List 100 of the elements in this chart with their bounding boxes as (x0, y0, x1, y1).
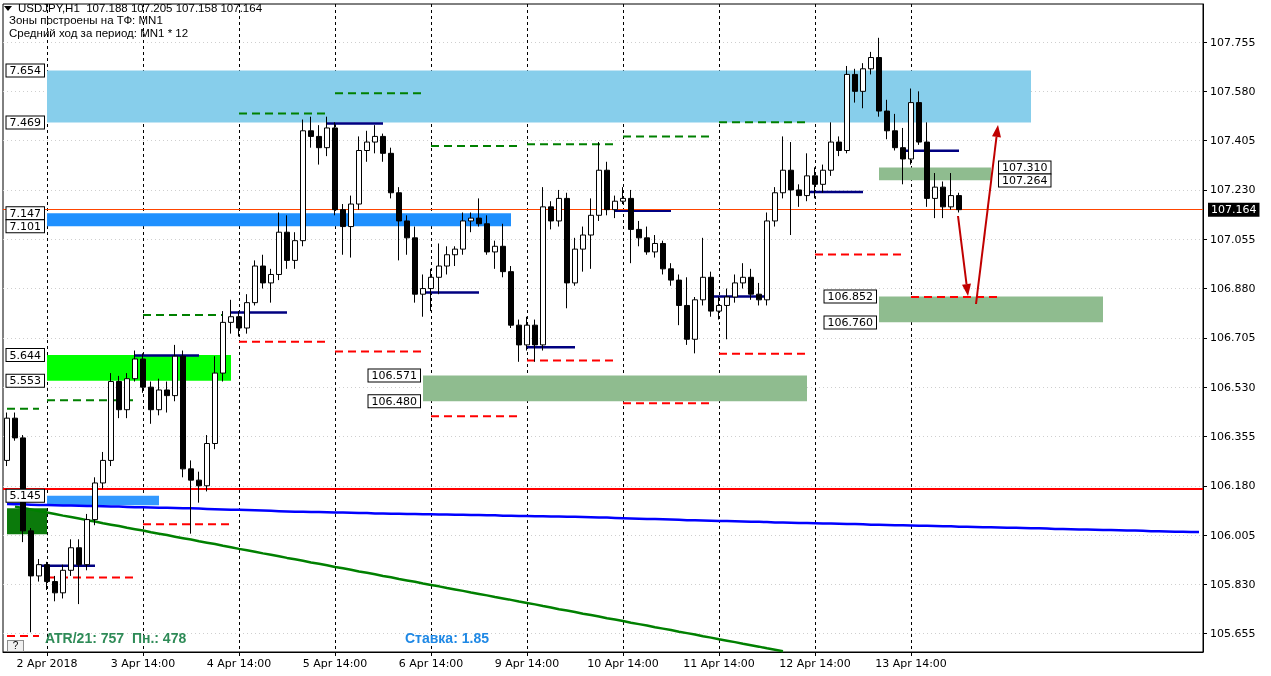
help-button: ? (7, 640, 24, 652)
annotation: 107.264 (1002, 174, 1048, 188)
candlestick (252, 259, 258, 306)
candlestick (156, 378, 162, 416)
y-tick-label: 106.180 (1210, 479, 1256, 493)
annotation: Ставка: 1.85 (405, 630, 490, 646)
text: Зоны построены на ТФ: MN1 (9, 14, 163, 26)
candlestick (636, 220, 642, 247)
annotation: Средний ход за период: MN1 * 12 (9, 27, 189, 39)
candlestick (532, 319, 538, 363)
candlestick (212, 355, 218, 450)
x-tick-label: 10 Apr 14:00 (587, 657, 659, 670)
candlestick (572, 237, 578, 287)
candlestick (940, 181, 946, 219)
annotation: 5.145 (9, 489, 41, 503)
candlestick (276, 211, 282, 281)
candlestick (660, 240, 666, 275)
candlestick (172, 344, 178, 402)
annotation: 7.101 (9, 219, 41, 233)
candlestick (468, 211, 474, 233)
candlestick (484, 214, 490, 256)
candlestick (604, 161, 610, 216)
candlestick (404, 214, 410, 256)
candlestick (284, 214, 290, 270)
candlestick (92, 476, 98, 526)
y-tick-label: 106.880 (1210, 282, 1256, 296)
candlestick (460, 211, 466, 256)
candlestick (436, 242, 442, 295)
candlestick (948, 172, 954, 211)
annotation: 7.469 (9, 116, 41, 130)
candlestick (764, 211, 770, 306)
x-tick-label: 12 Apr 14:00 (779, 657, 851, 670)
candlestick (204, 434, 210, 492)
candlestick (612, 195, 618, 219)
candlestick (268, 268, 274, 304)
x-tick-label: 5 Apr 14:00 (302, 657, 368, 670)
candlestick (836, 135, 842, 157)
candlestick (380, 133, 386, 163)
candlestick (124, 372, 130, 419)
candlestick (684, 276, 690, 346)
candlestick (724, 288, 730, 340)
candlestick (476, 197, 482, 228)
candlestick (956, 192, 962, 213)
candlestick (708, 271, 714, 318)
candlestick (772, 186, 778, 228)
candlestick (732, 273, 738, 304)
candlestick (932, 172, 938, 219)
candlestick (692, 296, 698, 354)
annotation: 5.553 (9, 374, 41, 388)
candlestick (84, 513, 90, 571)
candlestick (828, 121, 834, 177)
candlestick (668, 262, 674, 287)
annotation: 106.571 (371, 369, 417, 383)
candlestick (220, 310, 226, 383)
candlestick (412, 226, 418, 304)
candlestick (564, 192, 570, 309)
candlestick (844, 65, 850, 154)
candlestick (540, 186, 546, 352)
candlestick (228, 299, 234, 335)
candlestick (292, 231, 298, 270)
candlestick (388, 147, 394, 199)
candlestick (788, 141, 794, 236)
x-tick-label: 13 Apr 14:00 (875, 657, 947, 670)
candlestick (108, 372, 114, 467)
x-tick-label: 11 Apr 14:00 (683, 657, 755, 670)
x-tick-label: 4 Apr 14:00 (206, 657, 272, 670)
candlestick (508, 265, 514, 329)
candlestick (196, 471, 202, 504)
candlestick (780, 135, 786, 199)
annotation: 7.654 (9, 63, 41, 77)
y-tick-label: 105.655 (1210, 627, 1256, 641)
candlestick (868, 51, 874, 75)
candlestick (652, 234, 658, 259)
candlestick (916, 90, 922, 146)
annotation: 5.644 (9, 348, 41, 362)
candlestick (36, 558, 42, 583)
candlestick (804, 152, 810, 202)
candlestick (700, 237, 706, 306)
y-tick-label: 106.005 (1210, 528, 1256, 542)
candlestick (492, 240, 498, 270)
candlestick (628, 189, 634, 264)
candlestick (340, 203, 346, 256)
annotation: 7.147 (9, 206, 41, 220)
candlestick (188, 459, 194, 535)
candlestick (820, 164, 826, 194)
candlestick (364, 130, 370, 163)
candlestick (516, 319, 522, 363)
candlestick (548, 200, 554, 230)
y-tick-label: 107.055 (1210, 232, 1256, 246)
y-tick-label: 106.355 (1210, 429, 1256, 443)
annotation: ATR/21: 757 Пн.: 478 (45, 630, 187, 646)
candlestick (580, 226, 586, 273)
candlestick (876, 37, 882, 118)
candlestick (244, 293, 250, 335)
candlestick (884, 99, 890, 140)
y-tick-label: 107.755 (1210, 35, 1256, 49)
x-tick-label: 3 Apr 14:00 (110, 657, 176, 670)
y-tick-label: 105.830 (1210, 577, 1256, 591)
candlestick (444, 245, 450, 275)
candlestick (740, 262, 746, 290)
